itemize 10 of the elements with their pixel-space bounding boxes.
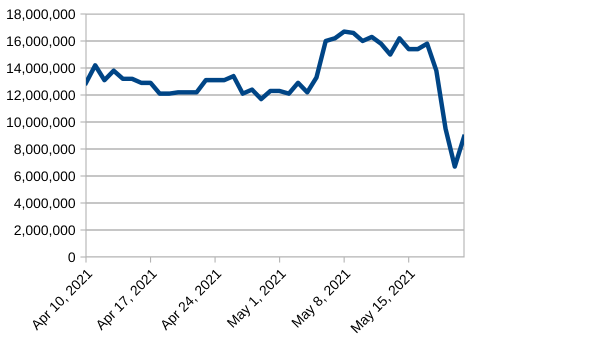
- y-tick-label: 14,000,000: [7, 63, 76, 75]
- y-tick-label: 2,000,000: [14, 225, 76, 237]
- y-tick-label: 8,000,000: [14, 144, 76, 156]
- y-tick-label: 16,000,000: [7, 36, 76, 48]
- y-tick-label: 6,000,000: [14, 171, 76, 183]
- y-tick-label: 4,000,000: [14, 198, 76, 210]
- y-tick-label: 18,000,000: [7, 9, 76, 21]
- y-tick-label: 12,000,000: [7, 90, 76, 102]
- y-tick-label: 0: [68, 252, 76, 262]
- y-tick-label: 10,000,000: [7, 117, 76, 129]
